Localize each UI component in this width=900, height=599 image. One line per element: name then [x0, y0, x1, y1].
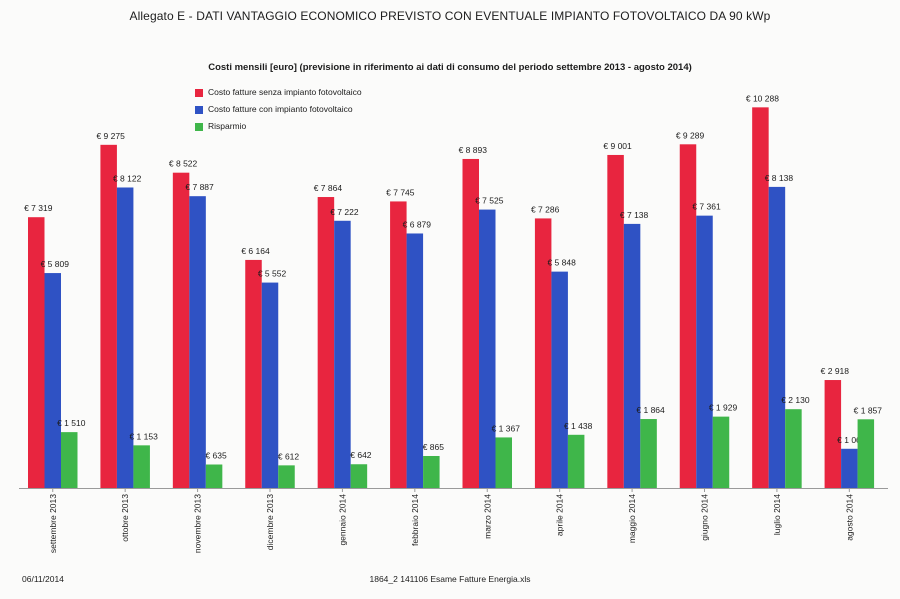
data-label: € 9 001 [603, 141, 632, 151]
x-tick-label: giugno 2014 [700, 494, 710, 541]
bar-risparmio [61, 432, 78, 488]
x-tick-label: settembre 2013 [48, 494, 58, 553]
bar-con [623, 223, 641, 489]
data-label: € 7 864 [314, 183, 343, 193]
bar-senza [824, 380, 842, 488]
data-label: € 1 060 [837, 435, 866, 445]
bar-senza [317, 197, 335, 489]
bar-senza [100, 144, 117, 488]
bar-risparmio [640, 419, 657, 488]
data-label: € 7 745 [386, 187, 415, 197]
legend-swatch-risparmio [195, 122, 203, 131]
bar-risparmio [350, 464, 368, 488]
x-tick-label: ottobre 2013 [120, 494, 130, 542]
data-label: € 2 130 [781, 395, 810, 405]
data-label: € 8 138 [765, 173, 794, 183]
bar-con [841, 448, 858, 488]
data-label: € 10 288 [746, 93, 779, 103]
data-label: € 1 438 [564, 421, 593, 431]
x-tick-label: novembre 2013 [193, 494, 203, 553]
chart-legend: Costo fatture senza impianto fotovoltaic… [195, 84, 362, 135]
bar-senza [607, 154, 624, 488]
legend-label-risparmio: Risparmio [208, 121, 247, 131]
legend-swatch-senza [195, 88, 203, 97]
bar-con [334, 220, 351, 488]
bar-con [479, 209, 496, 488]
legend-item-con: Costo fatture con impianto fotovoltaico [195, 101, 362, 118]
bar-risparmio [785, 409, 802, 488]
x-tick-label: maggio 2014 [627, 494, 637, 543]
bar-senza [679, 144, 697, 488]
data-label: € 7 222 [330, 207, 359, 217]
bar-senza [752, 107, 769, 489]
data-label: € 5 552 [258, 269, 287, 279]
x-tick-label: gennaio 2014 [337, 494, 347, 546]
bar-senza [390, 201, 407, 488]
bar-senza [245, 259, 262, 488]
bar-con [768, 186, 786, 489]
bar-con [551, 271, 568, 488]
bar-con [261, 282, 279, 488]
legend-item-senza: Costo fatture senza impianto fotovoltaic… [195, 84, 362, 101]
data-label: € 1 857 [854, 405, 883, 415]
bar-risparmio [133, 445, 150, 488]
bar-con [406, 233, 424, 488]
data-label: € 7 361 [692, 202, 721, 212]
x-tick-label: marzo 2014 [482, 494, 492, 539]
data-label: € 6 164 [241, 246, 270, 256]
x-tick-label: agosto 2014 [844, 494, 854, 541]
bar-risparmio [712, 416, 730, 488]
x-tick-label: luglio 2014 [772, 494, 782, 535]
bar-risparmio [857, 419, 875, 488]
bar-risparmio [205, 464, 223, 488]
data-label: € 865 [423, 442, 445, 452]
data-label: € 1 510 [57, 418, 86, 428]
data-label: € 8 522 [169, 159, 198, 169]
data-label: € 1 367 [492, 423, 521, 433]
bar-con [696, 215, 713, 488]
bar-senza [462, 158, 479, 489]
legend-item-risparmio: Risparmio [195, 118, 362, 135]
data-label: € 1 153 [129, 431, 158, 441]
document-title: Allegato E - DATI VANTAGGIO ECONOMICO PR… [129, 9, 771, 23]
data-label: € 7 887 [185, 182, 214, 192]
bar-con [44, 273, 61, 488]
data-label: € 5 848 [547, 258, 576, 268]
bar-senza [534, 218, 552, 488]
x-tick-label: febbraio 2014 [410, 494, 420, 546]
data-label: € 612 [278, 451, 300, 461]
footer-filename: 1864_2 141106 Esame Fatture Energia.xls [369, 574, 531, 584]
data-label: € 1 864 [636, 405, 665, 415]
legend-swatch-con [195, 105, 203, 114]
bar-senza [172, 172, 190, 488]
data-label: € 7 138 [620, 210, 649, 220]
data-label: € 9 289 [676, 130, 705, 140]
data-label: € 1 929 [709, 403, 738, 413]
data-label: € 635 [205, 451, 227, 461]
bar-con [116, 187, 134, 488]
bar-risparmio [495, 437, 512, 488]
chart-title: Costi mensili [euro] (previsione in rife… [208, 62, 692, 73]
bar-senza [28, 217, 45, 488]
bar-risparmio [278, 465, 295, 488]
data-label: € 8 122 [113, 173, 142, 183]
legend-label-con: Costo fatture con impianto fotovoltaico [208, 104, 353, 114]
x-tick-label: dicembre 2013 [265, 494, 275, 551]
bar-risparmio [423, 455, 440, 488]
data-label: € 9 275 [96, 131, 125, 141]
bar-risparmio [567, 434, 585, 488]
legend-label-senza: Costo fatture senza impianto fotovoltaic… [208, 87, 362, 97]
data-label: € 2 918 [821, 366, 850, 376]
footer-date: 06/11/2014 [22, 574, 64, 584]
data-label: € 6 879 [403, 219, 432, 229]
data-label: € 7 286 [531, 204, 560, 214]
data-label: € 8 893 [459, 145, 488, 155]
data-label: € 7 525 [475, 196, 504, 206]
data-label: € 7 319 [24, 203, 53, 213]
data-label: € 642 [350, 450, 372, 460]
bar-con [189, 196, 206, 488]
data-label: € 5 809 [41, 259, 70, 269]
x-tick-label: aprile 2014 [555, 494, 565, 536]
